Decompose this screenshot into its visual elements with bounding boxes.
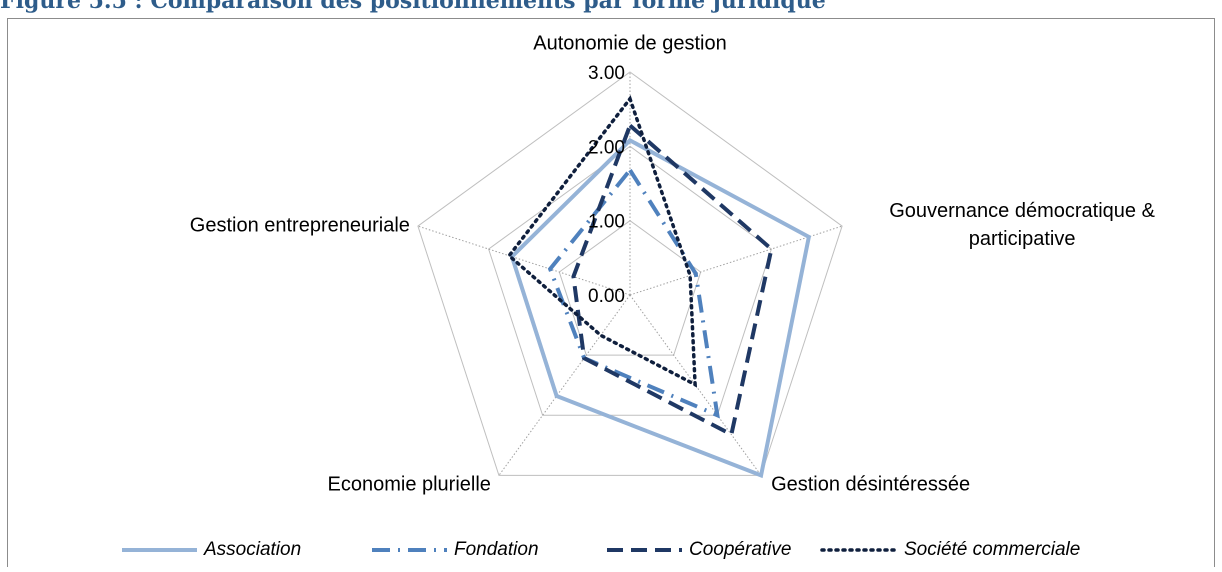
legend-label: Association <box>203 539 301 560</box>
axis-label: Gouvernance démocratique & participative <box>889 200 1155 250</box>
tick-label: 0.00 <box>588 286 625 307</box>
series-line <box>506 95 697 388</box>
chart-border <box>7 18 1215 572</box>
axis-label: Economie plurielle <box>328 474 491 496</box>
tick-label: 2.00 <box>588 137 625 158</box>
axis-label: Gestion entrepreneuriale <box>190 214 410 236</box>
legend-label: Société commerciale <box>904 539 1080 560</box>
axis-spoke <box>417 225 631 296</box>
tick-label: 1.00 <box>588 212 625 233</box>
chart-title: Figure 5.5 : Comparaison des positionnem… <box>0 0 826 14</box>
legend-label: Fondation <box>454 539 539 560</box>
legend-label: Coopérative <box>689 539 791 560</box>
axis-label: Gestion désintéressée <box>771 474 970 496</box>
series-line <box>571 122 774 438</box>
grid-ring <box>488 145 772 416</box>
grid-ring <box>417 71 843 476</box>
series-line <box>547 166 720 419</box>
axis-spoke <box>629 294 762 476</box>
axis-spoke <box>498 294 631 476</box>
tick-label: 3.00 <box>588 63 625 84</box>
axis-label: Autonomie de gestion <box>533 32 726 54</box>
series-line <box>509 137 812 479</box>
